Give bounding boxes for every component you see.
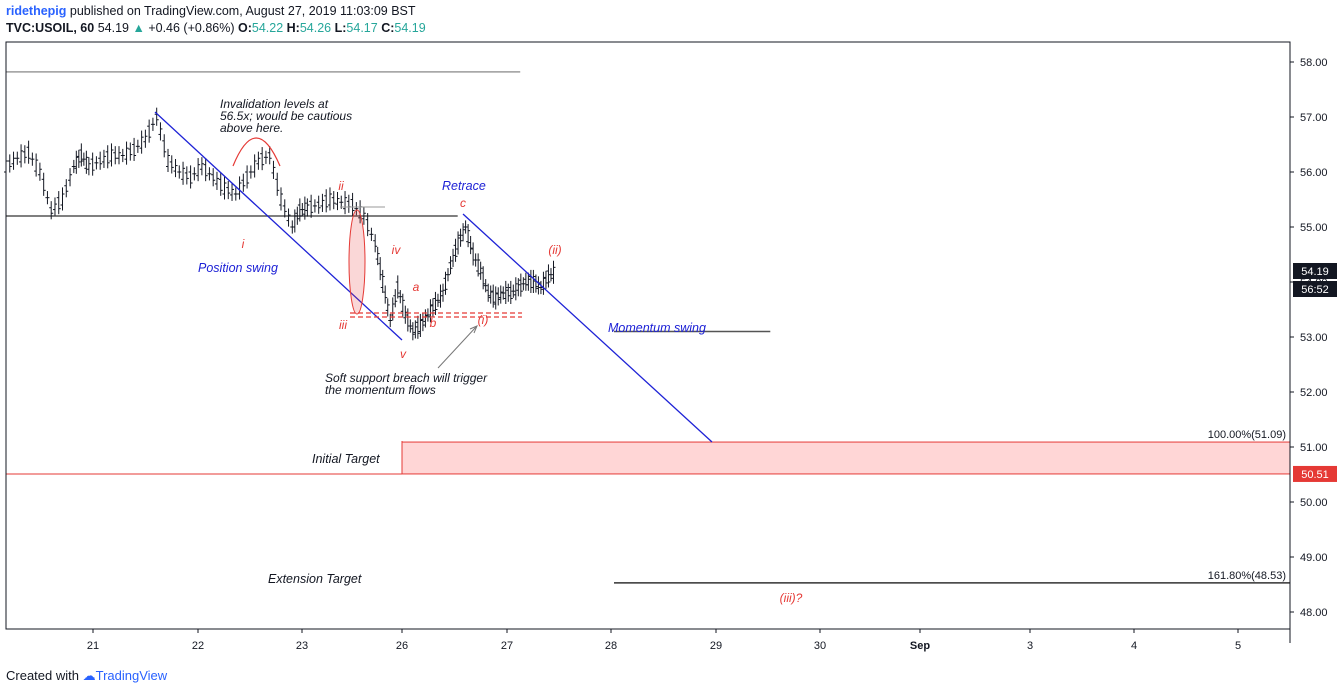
wave-label-wave-c: c xyxy=(460,196,466,210)
x-tick-label: Sep xyxy=(910,640,930,652)
high-label: H: xyxy=(286,21,300,35)
red-level-tag: 50.51 xyxy=(1301,469,1329,481)
x-tick-label: 4 xyxy=(1131,640,1137,652)
price-change: +0.46 (+0.86%) xyxy=(148,21,235,35)
red-level-tag-bg xyxy=(1293,465,1337,482)
invalidation-note: 56.5x; would be cautious xyxy=(220,109,352,123)
y-tick-label: 57.00 xyxy=(1300,112,1328,124)
tradingview-logo-icon[interactable]: ☁ xyxy=(82,668,96,683)
initial-target-zone[interactable] xyxy=(401,441,1291,475)
soft-support-note: Soft support breach will trigger xyxy=(325,371,488,385)
tradingview-brand[interactable]: TradingView xyxy=(95,668,168,683)
retrace-label: Retrace xyxy=(442,179,486,193)
countdown-tag-bg xyxy=(1293,281,1337,297)
soft-support-arrowhead xyxy=(469,325,478,334)
invalidation-arc xyxy=(232,137,281,167)
y-tick-label: 52.00 xyxy=(1300,387,1328,399)
y-tick-label: 56.00 xyxy=(1300,167,1328,179)
y-tick-label: 49.00 xyxy=(1300,552,1328,564)
wave-label-wave-iii: iii xyxy=(339,318,347,332)
x-tick-label: 23 xyxy=(296,640,308,652)
x-tick-label: 27 xyxy=(501,640,513,652)
initial-target-label: Initial Target xyxy=(312,452,380,466)
change-up-icon: ▲ xyxy=(132,21,145,35)
x-tick-label: 29 xyxy=(710,640,722,652)
high-value: 54.26 xyxy=(299,21,332,35)
x-tick-label: 21 xyxy=(87,640,99,652)
author-name[interactable]: ridethepig xyxy=(6,4,67,18)
fib-161-label: 161.80%(48.53) xyxy=(1208,570,1286,582)
x-tick-label: 30 xyxy=(814,640,826,652)
extension-target-label: Extension Target xyxy=(268,572,362,586)
x-tick-label: 26 xyxy=(396,640,408,652)
close-label: C: xyxy=(381,21,395,35)
x-tick-label: 3 xyxy=(1027,640,1033,652)
plot-frame xyxy=(5,41,1291,630)
low-label: L: xyxy=(334,21,347,35)
fib-100-label: 100.00%(51.09) xyxy=(1208,429,1286,441)
wave-label-wave-iv: iv xyxy=(392,243,402,257)
soft-support-arrow xyxy=(437,326,477,369)
publish-info: ridethepig published on TradingView.com,… xyxy=(6,4,416,18)
close-value: 54.19 xyxy=(394,21,426,35)
y-tick-label: 53.00 xyxy=(1300,332,1328,344)
y-tick-label: 50.00 xyxy=(1300,497,1328,509)
x-tick-label: 22 xyxy=(192,640,204,652)
current-price-tag-bg xyxy=(1293,263,1337,279)
open-label: O: xyxy=(237,21,252,35)
soft-support-note: the momentum flows xyxy=(325,383,436,397)
wave-label-wave-ii: ii xyxy=(338,179,344,193)
created-with-text: Created with xyxy=(6,668,79,683)
wave-label-wave-v: v xyxy=(400,347,407,361)
y-tick-label: 48.00 xyxy=(1300,607,1328,619)
y-tick-label: 58.00 xyxy=(1300,57,1328,69)
invalidation-note: above here. xyxy=(220,121,283,135)
footer-credit: Created with ☁TradingView xyxy=(6,668,167,684)
y-tick-label: 55.00 xyxy=(1300,222,1328,234)
symbol-label: TVC:USOIL, 60 xyxy=(6,21,95,35)
current-price-tag: 54.19 xyxy=(1301,266,1329,278)
position-swing-line[interactable] xyxy=(154,111,403,341)
breakdown-ellipse xyxy=(348,209,366,315)
wave-label-wave-paren-iii: (iii)? xyxy=(780,591,803,605)
low-value: 54.17 xyxy=(346,21,378,35)
symbol-info: TVC:USOIL, 60 54.19 ▲ +0.46 (+0.86%) O:5… xyxy=(6,21,426,35)
momentum-swing-label: Momentum swing xyxy=(608,321,706,335)
x-tick-label: 5 xyxy=(1235,640,1241,652)
last-price: 54.19 xyxy=(97,21,129,35)
invalidation-note: Invalidation levels at xyxy=(220,97,329,111)
published-text: published on TradingView.com, August 27,… xyxy=(66,4,416,18)
x-tick-label: 28 xyxy=(605,640,617,652)
open-value: 54.22 xyxy=(251,21,284,35)
wave-label-wave-paren-i: (i) xyxy=(478,313,489,327)
countdown-tag: 56:52 xyxy=(1301,284,1329,296)
position-swing-label: Position swing xyxy=(198,261,278,275)
y-tick-label: 51.00 xyxy=(1300,442,1328,454)
wave-label-wave-b: b xyxy=(430,316,437,330)
momentum-swing-line[interactable] xyxy=(462,213,713,443)
wave-label-wave-paren-ii: (ii) xyxy=(548,243,561,257)
wave-label-wave-a: a xyxy=(413,280,420,294)
wave-label-wave-i: i xyxy=(242,237,245,251)
